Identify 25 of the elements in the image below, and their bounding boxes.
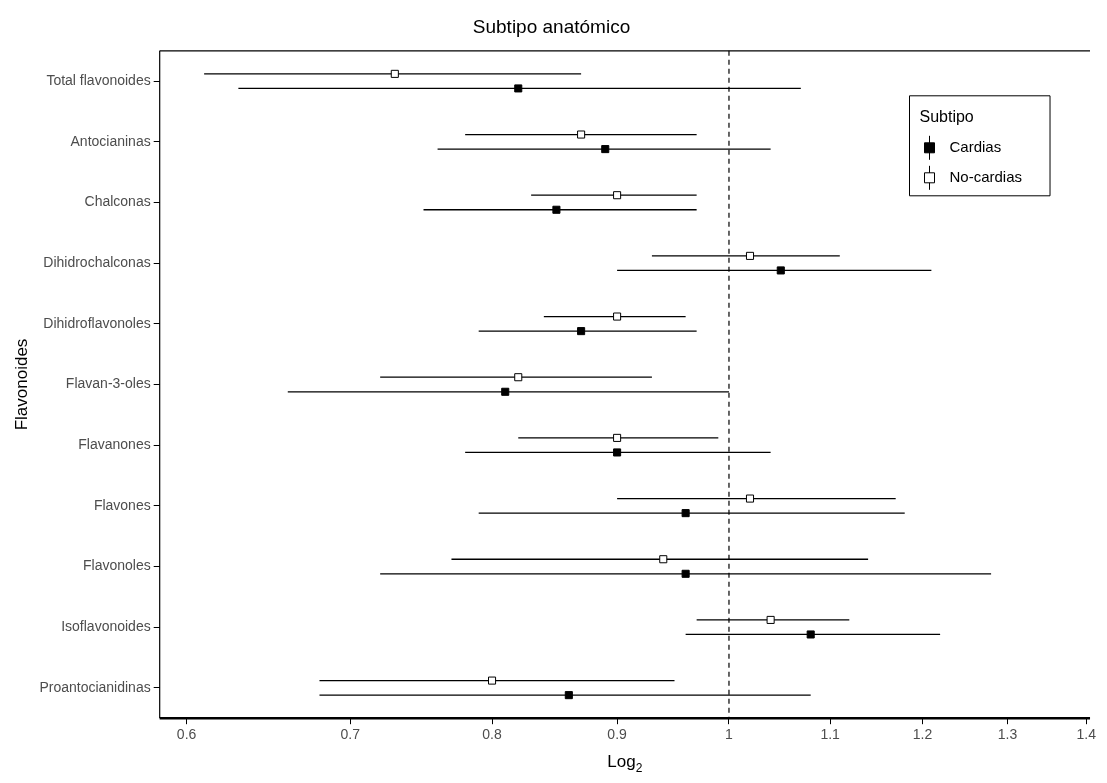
legend-title: Subtipo bbox=[919, 108, 974, 126]
y-axis-title: Flavonoides bbox=[11, 338, 31, 431]
y-tick-label: Flavan-3-oles bbox=[65, 375, 151, 392]
y-tick-label: Isoflavonoides bbox=[61, 618, 151, 635]
y-tick-label: Total flavonoides bbox=[46, 72, 151, 88]
y-tick-label: Flavones bbox=[93, 496, 151, 513]
x-tick-label: 0.6 bbox=[176, 726, 197, 743]
legend-label: No-cardias bbox=[949, 167, 1023, 185]
y-tick-label: Flavonoles bbox=[82, 557, 151, 574]
legend-label: Cardias bbox=[949, 137, 1002, 155]
y-tick-label: Antocianinas bbox=[70, 132, 151, 149]
y-tick-label: Chalconas bbox=[84, 193, 151, 210]
x-tick-label: 1.1 bbox=[820, 726, 841, 743]
y-tick-label: Proantocianidinas bbox=[39, 678, 151, 695]
x-tick-label: 0.9 bbox=[607, 726, 628, 743]
x-tick-label: 1.2 bbox=[912, 726, 933, 743]
x-tick-label: 0.7 bbox=[340, 726, 361, 743]
y-tick-label: Dihidroflavonoles bbox=[43, 314, 151, 331]
x-tick-label: 1.4 bbox=[1076, 726, 1097, 743]
y-tick-label: Flavanones bbox=[78, 436, 151, 453]
x-tick-label: 1 bbox=[725, 726, 734, 743]
y-tick-label: Dihidrochalconas bbox=[43, 254, 151, 271]
x-tick-label: 1.3 bbox=[997, 726, 1018, 743]
x-tick-label: 0.8 bbox=[482, 726, 502, 743]
chart-title: Subtipo anatómico bbox=[472, 15, 631, 37]
